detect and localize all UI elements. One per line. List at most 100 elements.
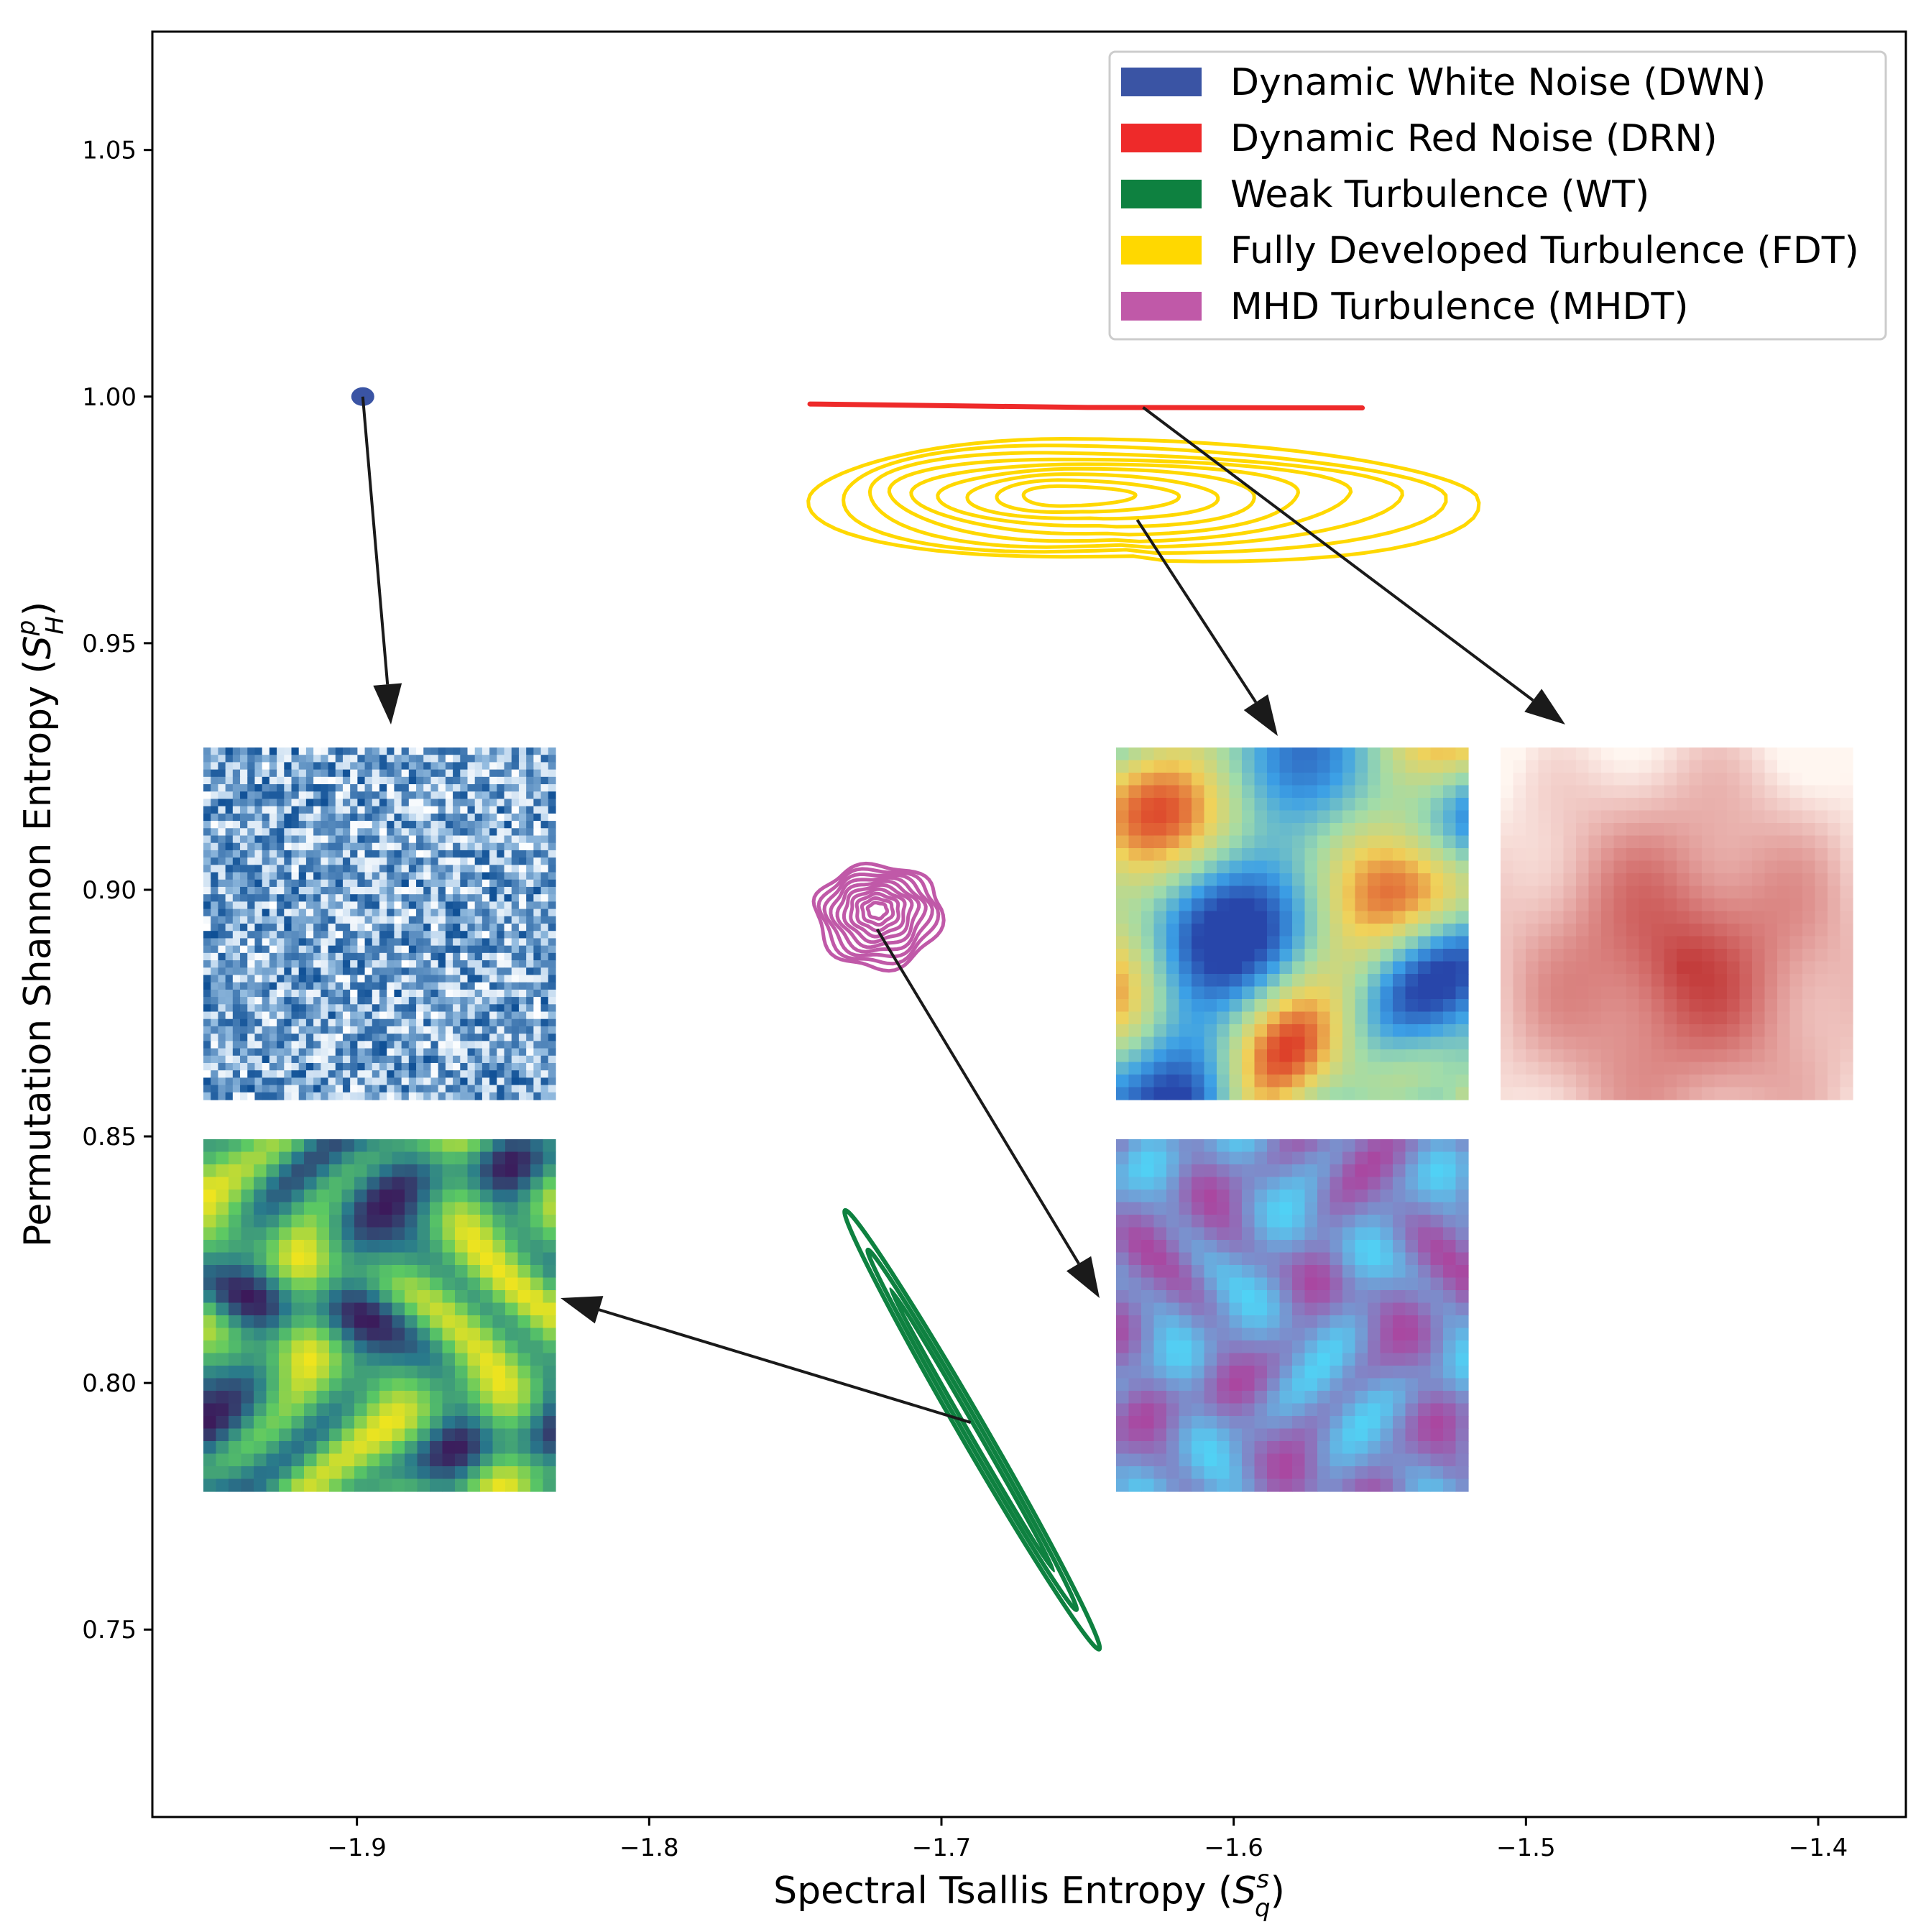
- dwn-pixel: [423, 835, 432, 844]
- fdt-pixel: [1141, 1036, 1155, 1050]
- dwn-pixel: [401, 1034, 410, 1041]
- fdt-pixel: [1229, 924, 1243, 937]
- fdt-pixel: [1355, 773, 1368, 786]
- drn-pixel: [1840, 886, 1853, 899]
- dwn-pixel: [438, 967, 446, 976]
- mhdt-pixel: [1254, 1190, 1268, 1203]
- mhdt-pixel: [1254, 1227, 1268, 1241]
- dwn-pixel: [438, 952, 446, 961]
- fdt-pixel: [1380, 974, 1393, 988]
- drn-pixel: [1689, 1087, 1702, 1100]
- drn-pixel: [1752, 823, 1766, 837]
- drn-pixel: [1802, 785, 1816, 799]
- dwn-pixel: [497, 1055, 505, 1064]
- fdt-pixel: [1292, 986, 1306, 1000]
- drn-pixel: [1651, 1036, 1665, 1050]
- dwn-pixel: [269, 989, 277, 998]
- wt-pixel: [517, 1353, 531, 1366]
- fdt-pixel: [1267, 823, 1281, 837]
- fdt-pixel: [1317, 773, 1331, 786]
- dwn-pixel: [364, 1011, 373, 1020]
- dwn-pixel: [548, 1018, 556, 1027]
- dwn-pixel: [313, 769, 321, 778]
- drn-pixel: [1727, 961, 1741, 975]
- dwn-pixel: [533, 1062, 542, 1071]
- fdt-pixel: [1116, 785, 1130, 799]
- fdt-pixel: [1292, 936, 1306, 949]
- dwn-pixel: [350, 1026, 358, 1034]
- fdt-pixel: [1279, 898, 1293, 912]
- drn-pixel: [1664, 748, 1677, 761]
- fdt-pixel: [1153, 1011, 1167, 1025]
- fdt-pixel: [1430, 1075, 1444, 1088]
- drn-pixel: [1551, 873, 1565, 887]
- fdt-pixel: [1430, 974, 1444, 988]
- drn-pixel: [1739, 1075, 1753, 1088]
- dwn-pixel: [321, 748, 329, 755]
- fdt-pixel: [1443, 1036, 1457, 1050]
- dwn-pixel: [277, 748, 285, 755]
- dwn-pixel: [364, 1055, 373, 1064]
- fdt-pixel: [1217, 949, 1230, 962]
- fdt-pixel: [1204, 873, 1217, 887]
- dwn-pixel: [291, 960, 300, 968]
- mhdt-pixel: [1217, 1151, 1230, 1165]
- dwn-pixel: [467, 960, 476, 968]
- drn-pixel: [1563, 911, 1577, 924]
- wt-pixel: [492, 1340, 506, 1354]
- fdt-pixel: [1128, 898, 1142, 912]
- fdt-pixel: [1342, 1075, 1356, 1088]
- wt-pixel: [216, 1315, 229, 1329]
- dwn-pixel: [387, 784, 395, 792]
- drn-pixel: [1639, 760, 1652, 773]
- dwn-pixel: [408, 960, 417, 968]
- wt-pixel: [480, 1302, 494, 1316]
- fdt-pixel: [1279, 1011, 1293, 1025]
- dwn-pixel: [321, 894, 329, 902]
- fdt-pixel: [1279, 760, 1293, 773]
- dwn-pixel: [291, 799, 300, 807]
- wt-pixel: [492, 1252, 506, 1266]
- dwn-pixel: [335, 1026, 344, 1034]
- fdt-pixel: [1229, 936, 1243, 949]
- dwn-pixel: [540, 901, 549, 910]
- dwn-pixel: [489, 908, 497, 917]
- mhdt-pixel: [1116, 1164, 1130, 1178]
- dwn-pixel: [423, 755, 432, 763]
- wt-pixel: [279, 1340, 292, 1354]
- fdt-pixel: [1217, 886, 1230, 899]
- dwn-pixel: [218, 938, 226, 947]
- dwn-pixel: [254, 989, 263, 998]
- fdt-pixel: [1418, 860, 1432, 874]
- dwn-pixel: [305, 762, 314, 770]
- fdt-pixel: [1430, 1036, 1444, 1050]
- drn-pixel: [1677, 1024, 1690, 1038]
- dwn-pixel: [460, 806, 469, 814]
- fdt-pixel: [1393, 999, 1406, 1013]
- wt-pixel: [379, 1478, 393, 1492]
- dwn-pixel: [203, 997, 211, 1005]
- wt-pixel: [354, 1139, 368, 1153]
- drn-pixel: [1815, 1011, 1828, 1025]
- fdt-pixel: [1141, 924, 1155, 937]
- dwn-pixel: [357, 886, 366, 895]
- wt-pixel: [530, 1151, 544, 1165]
- dwn-pixel: [350, 975, 358, 983]
- drn-pixel: [1651, 1011, 1665, 1025]
- dwn-pixel: [504, 776, 512, 785]
- drn-pixel: [1601, 1036, 1615, 1050]
- fdt-pixel: [1317, 760, 1331, 773]
- dwn-pixel: [518, 755, 527, 763]
- drn-pixel: [1802, 860, 1816, 874]
- dwn-pixel: [291, 769, 300, 778]
- dwn-pixel: [298, 886, 307, 895]
- dwn-pixel: [438, 806, 446, 814]
- dwn-pixel: [408, 1034, 417, 1041]
- dwn-pixel: [284, 813, 292, 822]
- fdt-pixel: [1405, 823, 1419, 837]
- mhdt-pixel: [1380, 1164, 1393, 1178]
- fdt-pixel: [1229, 986, 1243, 1000]
- wt-pixel: [492, 1227, 506, 1241]
- dwn-pixel: [313, 791, 321, 800]
- dwn-pixel: [489, 813, 497, 822]
